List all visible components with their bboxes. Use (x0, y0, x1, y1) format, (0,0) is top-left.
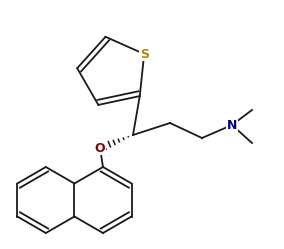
Text: O: O (95, 141, 105, 154)
Text: S: S (140, 48, 149, 61)
Text: N: N (227, 119, 237, 131)
